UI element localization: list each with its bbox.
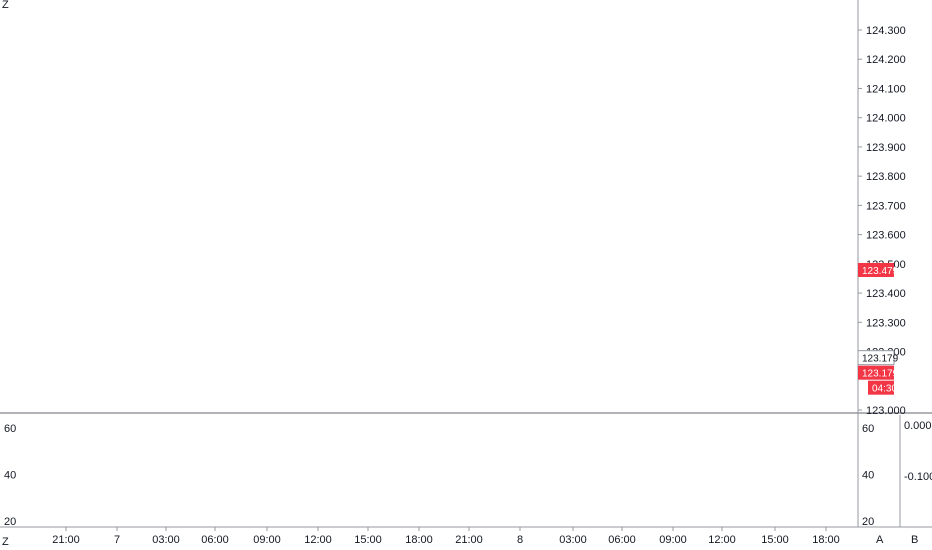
x-tick-label: 7 bbox=[114, 534, 120, 546]
x-tick-label: 03:00 bbox=[152, 534, 180, 546]
y-tick-label: 123.900 bbox=[866, 142, 906, 154]
y-tick-label: 124.200 bbox=[866, 54, 906, 66]
x-tick-label: 15:00 bbox=[761, 534, 789, 546]
scale-a-label: A bbox=[876, 534, 884, 546]
x-tick-label: 21:00 bbox=[455, 534, 483, 546]
entry-price-text: 123.179 bbox=[862, 354, 899, 365]
osc-y-label-right: 60 bbox=[862, 423, 874, 435]
current-price-tag bbox=[858, 365, 894, 380]
countdown-tag bbox=[868, 380, 894, 395]
x-tick-label: 21:00 bbox=[52, 534, 80, 546]
y-tick-label: 124.300 bbox=[866, 25, 906, 37]
y-tick-label: 123.700 bbox=[866, 200, 906, 212]
y-tick-label: 123.000 bbox=[866, 405, 906, 417]
osc-y-label-right: 40 bbox=[862, 470, 874, 482]
osc-y-label-right: 20 bbox=[862, 516, 874, 528]
y-tick-label: 124.000 bbox=[866, 113, 906, 125]
x-tick-label: 06:00 bbox=[201, 534, 229, 546]
x-tick-label: 12:00 bbox=[708, 534, 736, 546]
y-tick-label: 123.400 bbox=[866, 288, 906, 300]
secondary-y-label: -0.100 bbox=[904, 471, 932, 483]
corner-label-z-bottom: Z bbox=[2, 536, 9, 548]
stop-price-text: 123.479 bbox=[862, 266, 899, 277]
x-tick-label: 06:00 bbox=[608, 534, 636, 546]
entry-price-tag bbox=[857, 350, 895, 366]
stop-price-tag bbox=[858, 262, 894, 277]
y-tick-label: 123.300 bbox=[866, 317, 906, 329]
osc-y-label-left: 60 bbox=[4, 423, 16, 435]
y-tick-label: 123.800 bbox=[866, 171, 906, 183]
y-tick-label: 124.100 bbox=[866, 83, 906, 95]
x-tick-label: 18:00 bbox=[812, 534, 840, 546]
x-tick-label: 15:00 bbox=[354, 534, 382, 546]
x-tick-label: 18:00 bbox=[405, 534, 433, 546]
corner-label-z: Z bbox=[2, 0, 9, 11]
x-tick-label: 8 bbox=[517, 534, 523, 546]
secondary-y-label: 0.000 bbox=[904, 420, 932, 432]
x-tick-label: 09:00 bbox=[659, 534, 687, 546]
scale-b-label: B bbox=[911, 534, 918, 546]
x-tick-label: 03:00 bbox=[559, 534, 587, 546]
osc-y-label-left: 40 bbox=[4, 470, 16, 482]
countdown-text: 04:30 bbox=[872, 384, 897, 395]
current-price-text: 123.179 bbox=[862, 369, 899, 380]
x-tick-label: 12:00 bbox=[304, 534, 332, 546]
x-tick-label: 09:00 bbox=[253, 534, 281, 546]
osc-y-label-left: 20 bbox=[4, 516, 16, 528]
y-tick-label: 123.600 bbox=[866, 230, 906, 242]
